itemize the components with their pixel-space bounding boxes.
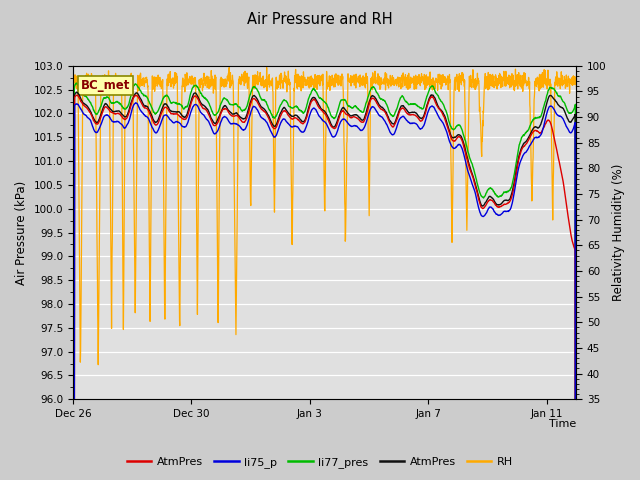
Text: Time: Time <box>549 419 577 429</box>
Y-axis label: Relativity Humidity (%): Relativity Humidity (%) <box>612 164 625 301</box>
Text: Air Pressure and RH: Air Pressure and RH <box>247 12 393 27</box>
Text: BC_met: BC_met <box>81 79 130 92</box>
Y-axis label: Air Pressure (kPa): Air Pressure (kPa) <box>15 180 28 285</box>
Legend: AtmPres, li75_p, li77_pres, AtmPres, RH: AtmPres, li75_p, li77_pres, AtmPres, RH <box>123 452 517 472</box>
